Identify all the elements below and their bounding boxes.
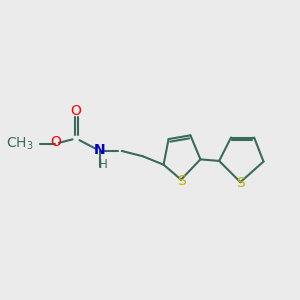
Text: O: O	[50, 135, 61, 149]
Text: S: S	[236, 176, 245, 190]
Text: S: S	[177, 174, 185, 188]
Text: N: N	[94, 143, 106, 157]
Text: H: H	[99, 158, 107, 171]
Text: O: O	[71, 104, 82, 118]
Text: CH$_3$: CH$_3$	[6, 136, 33, 152]
